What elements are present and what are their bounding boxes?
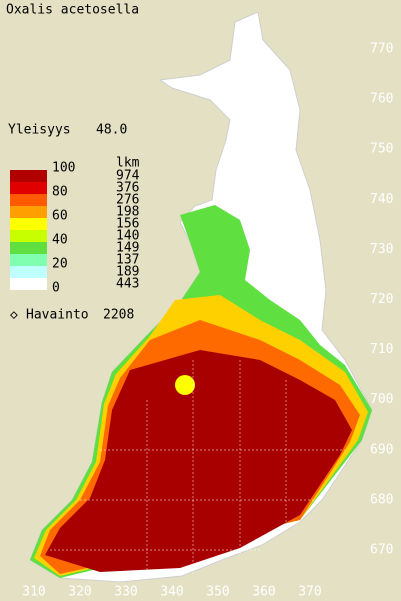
northing-label: 710 [370,342,393,357]
easting-label: 330 [114,585,137,600]
northing-label: 690 [370,442,393,457]
legend-count: 376 [116,181,139,196]
legend-swatch [10,170,47,182]
legend-count: 140 [116,229,139,244]
northing-label: 750 [370,142,393,157]
grid [50,360,345,580]
area-yellow-spot [175,375,195,395]
frequency-value: 48.0 [96,123,127,138]
legend-swatch [10,194,47,206]
observations-value: 2208 [103,308,134,323]
legend-swatch [10,206,47,218]
legend-swatch [10,278,47,290]
count-header: lkm [116,156,140,171]
legend-scale-label: 0 [52,281,60,296]
frequency-label: Yleisyys [8,123,71,138]
legend-count: 443 [116,277,139,292]
easting-label: 340 [160,585,183,600]
easting-label: 310 [22,585,45,600]
legend-swatch [10,254,47,266]
legend-scale-label: 20 [52,257,68,272]
observations-label: Havainto [26,308,89,323]
legend-count: 276 [116,193,139,208]
northing-label: 670 [370,543,393,558]
northing-label: 700 [370,392,393,407]
northing-label: 760 [370,92,393,107]
northing-label: 680 [370,492,393,507]
legend-scale-label: 100 [52,161,75,176]
legend-count: 149 [116,241,139,256]
northing-label: 770 [370,42,393,57]
legend-count: 189 [116,265,139,280]
legend-swatch [10,182,47,194]
northing-label: 740 [370,192,393,207]
easting-label: 370 [298,585,321,600]
northing-label: 720 [370,292,393,307]
legend-count: 137 [116,253,139,268]
easting-label: 360 [252,585,275,600]
legend-scale-label: 80 [52,185,68,200]
obs-marker: ◇ [10,308,18,323]
legend-swatch [10,242,47,254]
easting-label: 320 [68,585,91,600]
legend-scale-label: 60 [52,209,68,224]
coordinate-labels: 770 760 750 740 730 720 710 700 690 680 670 310 320 3… [22,42,393,600]
legend-swatch [10,218,47,230]
legend-count: 974 [116,169,140,184]
legend-scale-label: 40 [52,233,68,248]
northing-label: 730 [370,242,393,257]
legend-count: 198 [116,205,139,220]
legend-swatch [10,266,47,278]
legend-swatch [10,230,47,242]
easting-label: 350 [206,585,229,600]
title: Oxalis acetosella [6,3,139,18]
legend-count: 156 [116,217,139,232]
area-dark-red [45,350,352,572]
